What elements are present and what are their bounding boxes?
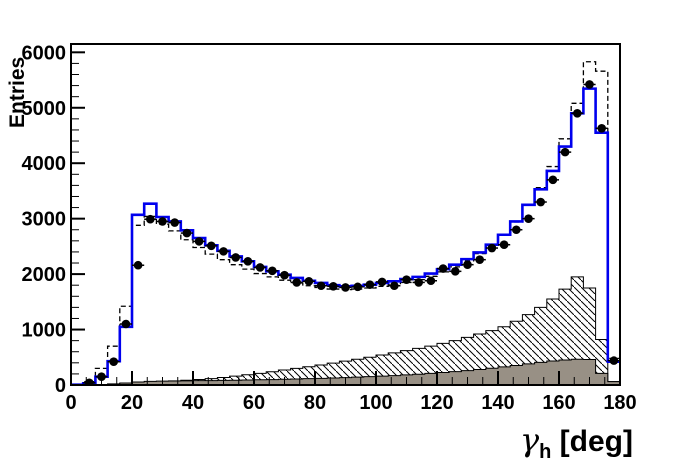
svg-text:0: 0 [65,392,76,414]
svg-text:1000: 1000 [22,320,67,342]
x-axis-ticks [70,371,621,385]
x-axis-title: γh [deg] [520,421,633,463]
svg-text:40: 40 [182,392,204,414]
deg-unit-label: [deg] [551,425,633,458]
gamma-subscript: h [539,441,551,463]
svg-text:80: 80 [304,392,326,414]
svg-text:5000: 5000 [22,98,67,120]
svg-text:20: 20 [121,392,143,414]
svg-text:140: 140 [481,392,514,414]
svg-text:160: 160 [542,392,575,414]
gamma-symbol: γ [520,421,540,459]
svg-text:3000: 3000 [22,209,67,231]
svg-text:60: 60 [243,392,265,414]
svg-text:180: 180 [603,392,636,414]
y-axis-tick-labels: 0 1000 2000 3000 4000 5000 6000 [22,42,67,397]
svg-text:6000: 6000 [22,42,67,64]
svg-text:2000: 2000 [22,264,67,286]
data-points [83,80,620,385]
x-axis-tick-labels: 0 20 40 60 80 100 120 140 160 180 [65,392,636,414]
svg-text:4000: 4000 [22,153,67,175]
svg-text:100: 100 [359,392,392,414]
svg-text:120: 120 [420,392,453,414]
y-axis-ticks [71,51,85,386]
y-axis-title: Entries [6,57,29,128]
svg-text:0: 0 [55,375,66,397]
